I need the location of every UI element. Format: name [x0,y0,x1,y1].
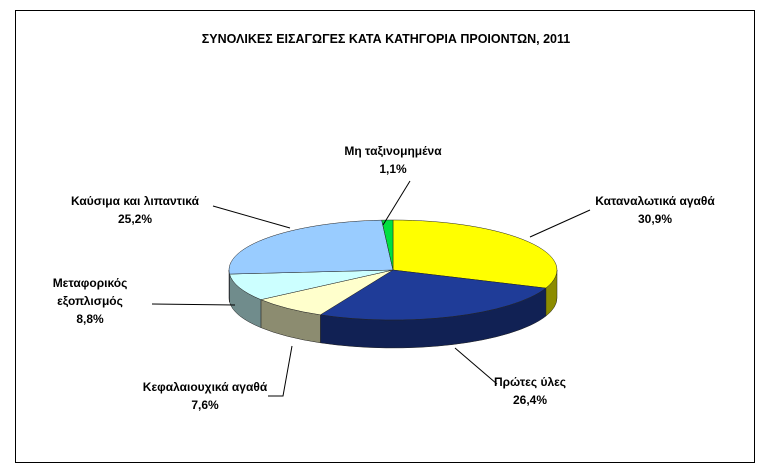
pie-slice [229,269,394,300]
pie-slice [319,269,547,321]
category-label: Μη ταξινομημένα [344,144,442,158]
value-label: 30,9% [637,212,673,226]
value-label: 26,4% [512,393,548,407]
value-label: 25,2% [117,212,153,226]
data-label: Κεφαλαιουχικά αγαθά 7,6% [105,378,305,414]
pie-slice-side [228,269,230,303]
value-label: 1,1% [379,162,407,176]
data-label: Πρώτες ύλες 26,4% [450,373,610,409]
leader-line [454,347,498,385]
data-label: Καύσιμα και λιπαντικά 25,2% [35,192,235,228]
leader-line [529,209,591,238]
pie-slice [381,219,394,271]
value-label: 7,6% [191,398,219,412]
data-label: Μη ταξινομημένα 1,1% [313,142,473,178]
chart-frame [15,10,755,463]
pie-slice [228,219,394,275]
category-label: Κεφαλαιουχικά αγαθά [142,380,268,394]
chart-title: ΣΥΝΟΛΙΚΕΣ ΕΙΣΑΓΩΓΕΣ ΚΑΤΑ ΚΑΤΗΓΟΡΙΑ ΠΡΟΙΟ… [201,32,571,46]
leader-line [151,303,236,306]
leader-line [268,345,293,397]
category-label: Μεταφορικός εξοπλισμός [52,276,128,308]
data-label: Καταναλωτικά αγαθά 30,9% [565,192,745,228]
data-label: Μεταφορικός εξοπλισμός 8,8% [45,274,135,328]
leader-line [212,205,291,229]
category-label: Καταναλωτικά αγαθά [595,194,715,208]
category-label: Καύσιμα και λιπαντικά [71,194,199,208]
pie-slice [392,219,558,289]
category-label: Πρώτες ύλες [493,375,567,389]
value-label: 8,8% [76,312,104,326]
leader-line [382,180,411,226]
